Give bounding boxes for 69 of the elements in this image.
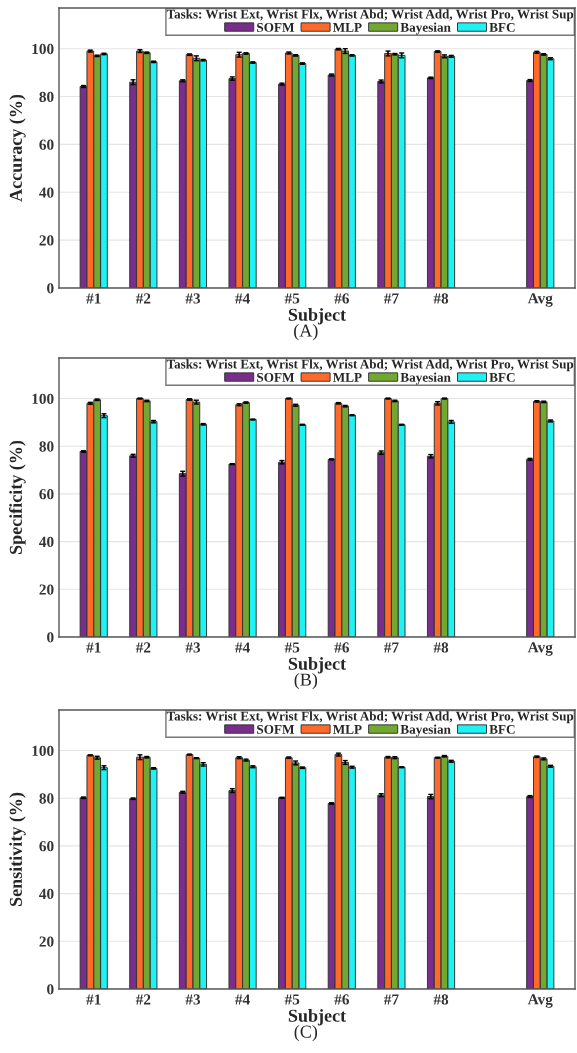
- x-axis-title: Subject: [288, 308, 347, 325]
- legend-label: SOFM: [257, 372, 295, 382]
- y-tick-label: 80: [39, 441, 54, 452]
- x-tick-label: #8: [433, 642, 449, 653]
- y-tick-label: 80: [39, 91, 54, 102]
- y-tick-label: 0: [47, 283, 54, 294]
- legend-label: MLP: [332, 23, 362, 32]
- legend-label: Bayesian: [400, 372, 451, 385]
- y-tick-label: 40: [39, 888, 54, 900]
- y-tick-label: 40: [39, 536, 54, 548]
- x-tick-label: #6: [334, 994, 349, 1005]
- y-axis-title: Accuracy (%): [9, 94, 26, 202]
- legend-label: Bayesian: [400, 22, 451, 35]
- legend-label: MLP: [332, 373, 362, 382]
- x-tick-label: #7: [383, 994, 399, 1005]
- y-tick-label: 60: [39, 841, 54, 852]
- y-axis-title: Specificity (%): [9, 440, 26, 554]
- y-tick-label: 100: [32, 43, 54, 55]
- y-tick-label: 40: [39, 187, 54, 198]
- x-tick-label: #8: [433, 994, 449, 1005]
- x-tick-label: Avg: [527, 293, 553, 307]
- x-tick-label: #2: [135, 293, 151, 304]
- y-tick-label: 20: [39, 936, 54, 947]
- legend-label: Bayesian: [400, 724, 451, 737]
- x-tick-label: #5: [284, 994, 300, 1005]
- x-tick-label: #3: [185, 293, 201, 304]
- x-tick-label: #2: [135, 642, 151, 653]
- x-tick-label: #1: [86, 994, 101, 1005]
- x-tick-label: #7: [383, 642, 399, 653]
- text: (A): [294, 324, 318, 341]
- y-tick-label: 60: [39, 139, 54, 150]
- y-tick-label: 100: [32, 393, 54, 404]
- x-tick-label: Avg: [527, 642, 553, 656]
- legend-label: BFC: [489, 22, 515, 32]
- x-tick-label: #1: [86, 293, 101, 304]
- x-axis-title: Subject: [288, 1009, 347, 1026]
- y-tick-label: 0: [47, 632, 54, 643]
- legend-label: SOFM: [257, 724, 295, 734]
- y-tick-label: 0: [47, 984, 54, 995]
- legend-title: Tasks: Wrist Ext, Wrist Flx, Wrist Abd; Wrist Add, Wrist Pro, Wrist Sup: [166, 359, 574, 372]
- legend-title: Tasks: Wrist Ext, Wrist Flx, Wrist Abd; Wrist Add, Wrist Pro, Wrist Sup: [166, 9, 574, 22]
- x-tick-label: #5: [284, 293, 300, 304]
- x-tick-label: Avg: [527, 994, 553, 1008]
- legend-label: BFC: [489, 372, 515, 382]
- y-tick-label: 60: [39, 489, 54, 500]
- x-tick-label: #3: [185, 642, 201, 653]
- legend-label: BFC: [489, 724, 515, 734]
- legend-label: MLP: [332, 725, 362, 734]
- x-tick-label: #8: [433, 293, 449, 304]
- x-tick-label: #4: [235, 994, 250, 1005]
- y-tick-label: 20: [39, 584, 54, 595]
- y-tick-label: 100: [32, 745, 54, 756]
- legend-title: Tasks: Wrist Ext, Wrist Flx, Wrist Abd; Wrist Add, Wrist Pro, Wrist Sup: [166, 711, 574, 724]
- x-tick-label: #3: [185, 994, 201, 1005]
- text: (C): [294, 1025, 318, 1042]
- x-tick-label: #2: [135, 994, 151, 1005]
- legend-label: SOFM: [257, 22, 295, 32]
- x-tick-label: #1: [86, 642, 101, 653]
- x-tick-label: #6: [334, 642, 349, 653]
- x-tick-label: #5: [284, 642, 300, 653]
- y-axis-title: Sensitivity (%): [9, 792, 26, 906]
- x-axis-title: Subject: [288, 657, 347, 674]
- x-tick-label: #4: [235, 642, 250, 653]
- y-tick-label: 80: [39, 793, 54, 804]
- text: (B): [294, 673, 318, 690]
- x-tick-label: #4: [235, 293, 250, 304]
- x-tick-label: #7: [383, 293, 399, 304]
- y-tick-label: 20: [39, 235, 54, 246]
- x-tick-label: #6: [334, 293, 349, 304]
